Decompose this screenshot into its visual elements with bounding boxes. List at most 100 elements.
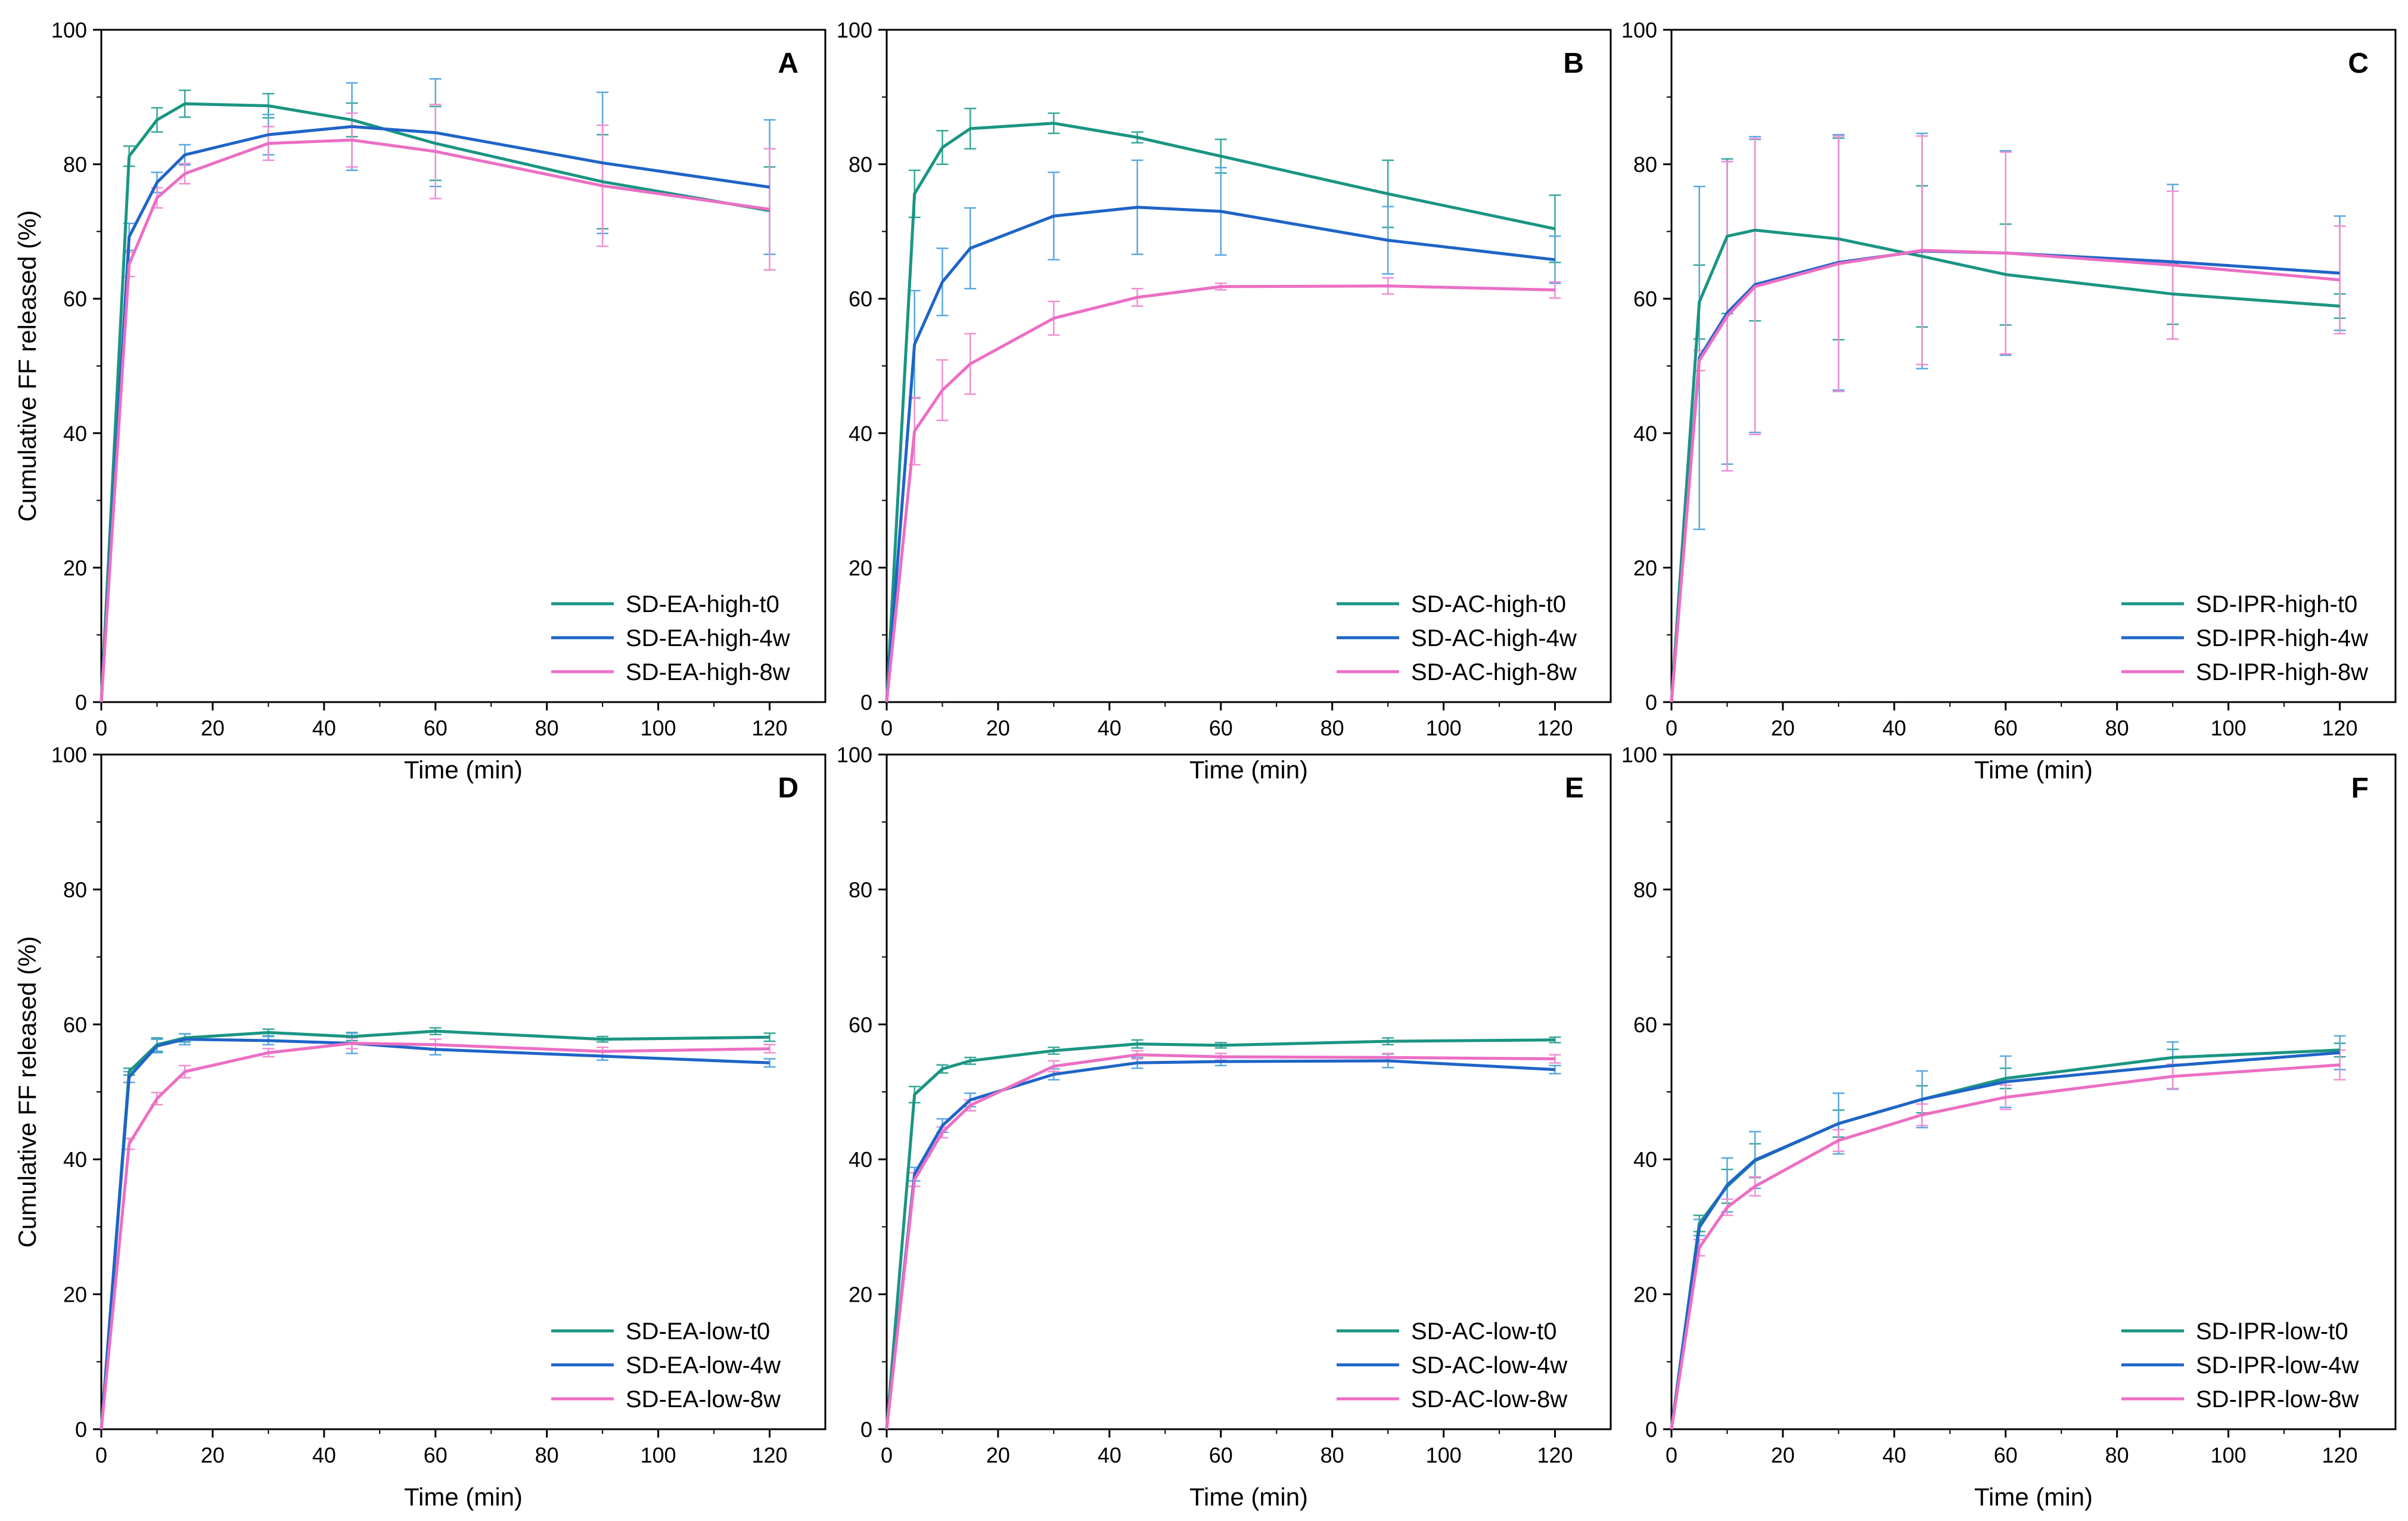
- y-tick-label: 0: [75, 1417, 87, 1442]
- legend-label: SD-IPR-high-4w: [2196, 625, 2368, 651]
- y-tick-label: 80: [849, 153, 872, 177]
- y-tick-label: 100: [1621, 743, 1657, 767]
- panel-d: 0 20 40 60 80 100 120 0 20 40 60 80 100 Time (min) Cum…: [13, 743, 825, 1511]
- x-tick-label: 0: [95, 1443, 107, 1467]
- y-tick-label: 60: [63, 287, 87, 311]
- y-tick-label: 60: [1633, 287, 1657, 311]
- panel-b: 0 20 40 60 80 100 120 0 20 40 60 80 100 Time (min) B SD…: [837, 18, 1611, 784]
- y-tick-label: 100: [51, 743, 87, 767]
- panel-letter: A: [778, 48, 798, 79]
- x-tick-label: 0: [95, 716, 107, 740]
- x-axis-label: Time (min): [1189, 1483, 1308, 1511]
- error-bars-w8: [123, 1038, 776, 1149]
- error-bars-w4: [909, 1054, 1561, 1181]
- y-tick-label: 100: [1621, 18, 1657, 42]
- y-tick-label: 100: [837, 743, 872, 767]
- y-tick-label: 60: [1633, 1013, 1657, 1037]
- x-tick-label: 100: [2211, 716, 2247, 740]
- x-tick-label: 20: [1771, 716, 1795, 740]
- y-tick-label: 40: [849, 421, 872, 446]
- error-bars-t0: [909, 1037, 1561, 1103]
- y-tick-label: 40: [63, 421, 87, 446]
- error-bars-w8: [1694, 136, 2346, 471]
- y-tick-label: 40: [849, 1147, 872, 1172]
- x-tick-label: 120: [751, 1443, 787, 1467]
- release-profile-figure: 0 20 40 60 80 100 120 0 20 40 60 80 100 Time (min) Cum…: [0, 0, 2408, 1521]
- y-tick-label: 0: [860, 1417, 872, 1442]
- x-axis-label: Time (min): [1974, 756, 2093, 784]
- y-tick-label: 60: [849, 287, 872, 311]
- legend: SD-IPR-high-t0 SD-IPR-high-4w SD-IPR-high-…: [2121, 591, 2368, 685]
- error-bars-t0: [1694, 138, 2346, 340]
- legend-label: SD-EA-high-t0: [626, 591, 779, 617]
- y-tick-label: 40: [1633, 1147, 1657, 1172]
- y-tick-label: 0: [1645, 690, 1657, 715]
- x-tick-label: 100: [641, 1443, 676, 1467]
- y-tick-label: 80: [849, 877, 872, 902]
- x-tick-label: 40: [1098, 716, 1121, 740]
- x-tick-label: 60: [424, 1443, 448, 1467]
- x-tick-label: 0: [881, 1443, 893, 1467]
- x-tick-label: 0: [1666, 1443, 1677, 1467]
- legend-label: SD-IPR-low-4w: [2196, 1352, 2359, 1379]
- legend-label: SD-IPR-high-t0: [2196, 591, 2357, 617]
- legend-label: SD-IPR-low-t0: [2196, 1318, 2348, 1345]
- y-tick-label: 20: [1633, 555, 1657, 580]
- x-tick-label: 0: [1666, 716, 1677, 740]
- panel-c: 0 20 40 60 80 100 120 0 20 40 60 80 100 Time (min) C SD…: [1621, 18, 2395, 784]
- x-tick-label: 120: [2322, 716, 2357, 740]
- x-tick-label: 20: [986, 716, 1010, 740]
- x-tick-label: 40: [312, 1443, 336, 1467]
- panel-e: 0 20 40 60 80 100 120 0 20 40 60 80 100 Time (min) E SD…: [837, 743, 1611, 1511]
- x-axis-label: Time (min): [404, 1483, 523, 1511]
- x-tick-label: 20: [986, 1443, 1010, 1467]
- x-tick-label: 0: [881, 716, 893, 740]
- legend: SD-IPR-low-t0 SD-IPR-low-4w SD-IPR-low-8w: [2121, 1318, 2359, 1413]
- y-tick-label: 0: [75, 690, 87, 715]
- y-tick-label: 60: [849, 1013, 872, 1037]
- legend: SD-AC-low-t0 SD-AC-low-4w SD-AC-low-8w: [1337, 1318, 1567, 1413]
- legend-label: SD-IPR-low-8w: [2196, 1386, 2359, 1413]
- legend-label: SD-IPR-high-8w: [2196, 659, 2368, 685]
- y-tick-label: 100: [837, 18, 872, 42]
- x-tick-label: 40: [1882, 716, 1906, 740]
- legend: SD-EA-high-t0 SD-EA-high-4w SD-EA-high-8w: [551, 591, 790, 685]
- error-bars-w4: [1694, 1036, 2346, 1236]
- x-tick-label: 80: [535, 716, 559, 740]
- error-bars-w8: [909, 278, 1561, 465]
- legend-label: SD-AC-low-4w: [1411, 1352, 1567, 1379]
- y-axis-label: Cumulative FF released (%): [13, 936, 41, 1248]
- legend-label: SD-EA-low-8w: [626, 1386, 781, 1413]
- x-tick-label: 60: [1209, 1443, 1233, 1467]
- x-tick-label: 100: [1426, 716, 1462, 740]
- panel-letter: F: [2351, 772, 2369, 804]
- legend-label: SD-EA-high-8w: [626, 659, 790, 685]
- legend: SD-EA-low-t0 SD-EA-low-4w SD-EA-low-8w: [551, 1318, 781, 1413]
- y-tick-label: 20: [1633, 1283, 1657, 1307]
- y-tick-label: 80: [63, 153, 87, 177]
- error-bars-w8: [123, 104, 776, 277]
- y-tick-label: 40: [63, 1147, 87, 1172]
- legend-label: SD-AC-high-t0: [1411, 591, 1566, 617]
- x-tick-label: 80: [2105, 716, 2129, 740]
- x-axis-label: Time (min): [1189, 756, 1308, 784]
- x-tick-label: 40: [312, 716, 336, 740]
- panel-letter: C: [2348, 48, 2369, 79]
- y-tick-label: 20: [63, 1283, 87, 1307]
- panel-a: 0 20 40 60 80 100 120 0 20 40 60 80 100 Time (min) Cum…: [13, 18, 825, 784]
- y-tick-label: 100: [51, 18, 87, 42]
- legend-label: SD-EA-low-4w: [626, 1352, 781, 1379]
- x-tick-label: 60: [424, 716, 448, 740]
- x-tick-label: 20: [201, 716, 225, 740]
- y-tick-label: 20: [63, 555, 87, 580]
- error-bars-w4: [909, 160, 1561, 398]
- y-tick-label: 0: [1645, 1417, 1657, 1442]
- series-line-w8: [101, 140, 770, 702]
- legend-label: SD-AC-low-t0: [1411, 1318, 1556, 1345]
- x-tick-label: 40: [1882, 1443, 1906, 1467]
- y-tick-label: 0: [860, 690, 872, 715]
- x-tick-label: 100: [641, 716, 676, 740]
- x-axis-label: Time (min): [1974, 1483, 2093, 1511]
- x-tick-label: 100: [1426, 1443, 1462, 1467]
- x-tick-label: 80: [1320, 716, 1344, 740]
